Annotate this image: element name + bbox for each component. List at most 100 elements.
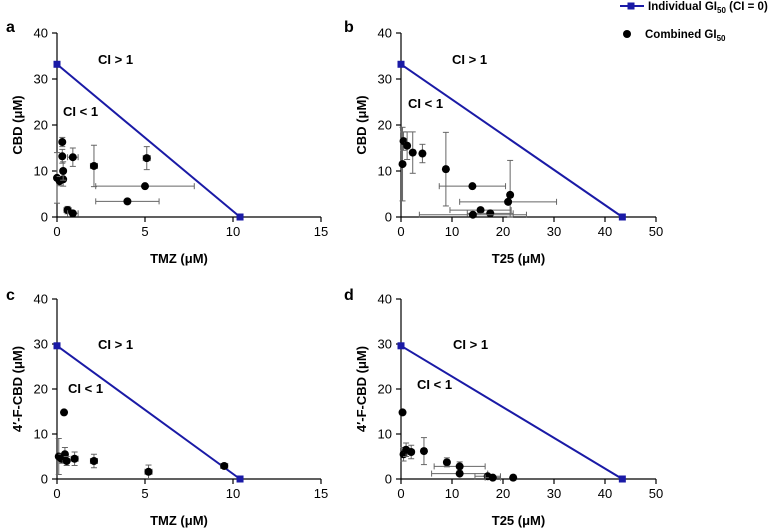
y-tick-label: 10	[34, 164, 48, 179]
individual-gi50-marker	[53, 342, 61, 350]
combined-point	[438, 182, 507, 191]
combined-gi50-point	[418, 149, 427, 158]
y-tick-label: 30	[378, 337, 392, 352]
panel-letter: a	[6, 19, 15, 36]
panel-b: b 0 10 20 30 40 50 0 10 20 30 40 T25 (μM) CBD (μM) CI …	[344, 19, 663, 266]
individual-gi50-marker	[618, 475, 626, 483]
combined-gi50-point	[60, 408, 69, 417]
combined-point	[59, 161, 68, 181]
x-tick-label: 20	[496, 224, 510, 239]
x-tick-label: 10	[445, 224, 459, 239]
combined-gi50-point	[455, 462, 464, 471]
combined-gi50-point	[509, 473, 518, 482]
legend-individual-label: Individual GI50 (CI = 0)	[648, 1, 768, 15]
combined-gi50-point	[123, 197, 132, 206]
ci-greater-label: CI > 1	[452, 52, 487, 67]
y-axis-label: CBD (μM)	[354, 95, 369, 154]
isobole-line	[400, 344, 623, 480]
y-tick-label: 30	[378, 72, 392, 87]
x-tick-label: 0	[53, 486, 60, 501]
ci-greater-label: CI > 1	[453, 337, 488, 352]
x-tick-label: 15	[314, 486, 328, 501]
combined-point	[403, 131, 412, 160]
x-tick-label: 15	[314, 224, 328, 239]
combined-gi50-point	[419, 447, 428, 456]
combined-gi50-point	[60, 450, 69, 459]
combined-point	[433, 461, 486, 472]
x-axis-label: TMZ (μM)	[150, 251, 208, 266]
combined-gi50-point	[506, 190, 515, 199]
combined-point	[60, 408, 69, 417]
legend-individual-marker	[627, 2, 635, 10]
combined-gi50-point	[476, 206, 485, 215]
y-tick-label: 20	[34, 382, 48, 397]
combined-point	[70, 451, 79, 466]
combined-gi50-point	[442, 458, 451, 467]
ci-greater-label: CI > 1	[98, 52, 133, 67]
combined-gi50-point	[398, 160, 407, 169]
combined-gi50-point	[455, 469, 464, 478]
x-tick-label: 50	[649, 486, 663, 501]
x-tick-label: 40	[598, 486, 612, 501]
legend-combined-label: Combined GI50	[645, 29, 726, 43]
combined-gi50-point	[89, 161, 98, 170]
x-tick-label: 30	[547, 486, 561, 501]
combined-point	[431, 469, 489, 478]
combined-gi50-point	[486, 209, 495, 218]
ci-greater-label: CI > 1	[98, 337, 133, 352]
combined-point	[442, 457, 451, 468]
y-tick-label: 0	[41, 210, 48, 225]
individual-gi50-marker	[397, 342, 405, 350]
combined-gi50-point	[62, 457, 71, 465]
legend-combined-marker	[623, 30, 631, 38]
combined-gi50-point	[89, 457, 98, 465]
x-tick-label: 5	[141, 224, 148, 239]
combined-point	[441, 131, 450, 207]
combined-point	[408, 131, 417, 174]
isobole-line	[400, 63, 623, 218]
x-tick-label: 50	[649, 224, 663, 239]
y-tick-label: 10	[378, 427, 392, 442]
combined-point	[142, 146, 151, 171]
y-tick-label: 20	[378, 118, 392, 133]
combined-point	[418, 210, 527, 219]
combined-gi50-point	[141, 182, 149, 191]
x-axis-label: T25 (μM)	[492, 513, 545, 528]
combined-gi50-point	[403, 141, 412, 150]
combined-gi50-point	[441, 165, 450, 174]
combined-point	[220, 461, 229, 470]
panel-letter: c	[6, 287, 15, 304]
x-tick-label: 10	[226, 486, 240, 501]
combined-point	[89, 144, 98, 188]
y-tick-label: 40	[34, 26, 48, 41]
x-tick-label: 10	[226, 224, 240, 239]
combined-gi50-point	[468, 182, 477, 191]
combined-point	[58, 136, 67, 148]
combined-point	[67, 209, 79, 218]
combined-point	[95, 197, 160, 206]
y-axis-label: 4′-F-CBD (μM)	[354, 346, 369, 432]
combined-gi50-point	[220, 461, 229, 470]
y-tick-label: 10	[378, 164, 392, 179]
y-tick-label: 0	[385, 210, 392, 225]
x-tick-label: 5	[141, 486, 148, 501]
panel-d: d 0 10 20 30 40 50 0 10 20 30 40 T25 (μM) 4′-F-CBD (μ…	[344, 287, 663, 528]
combined-point	[418, 143, 427, 164]
isobole-line	[56, 63, 241, 218]
combined-gi50-point	[408, 148, 417, 157]
individual-gi50-marker	[397, 60, 405, 68]
combined-point	[62, 456, 71, 466]
combined-gi50-point	[68, 153, 77, 162]
combined-gi50-point	[70, 454, 79, 463]
combined-gi50-point	[407, 448, 416, 456]
combined-gi50-point	[142, 154, 151, 163]
individual-gi50-marker	[236, 213, 244, 221]
ci-less-label: CI < 1	[408, 96, 443, 111]
x-tick-label: 0	[397, 486, 404, 501]
y-tick-label: 0	[41, 472, 48, 487]
x-tick-label: 20	[496, 486, 510, 501]
panel-c: c 0 5 10 15 0 10 20 30 40 TMZ (μM) 4′-F-CBD (μM) CI …	[6, 287, 328, 528]
x-axis-label: TMZ (μM)	[150, 513, 208, 528]
combined-point	[58, 148, 67, 164]
